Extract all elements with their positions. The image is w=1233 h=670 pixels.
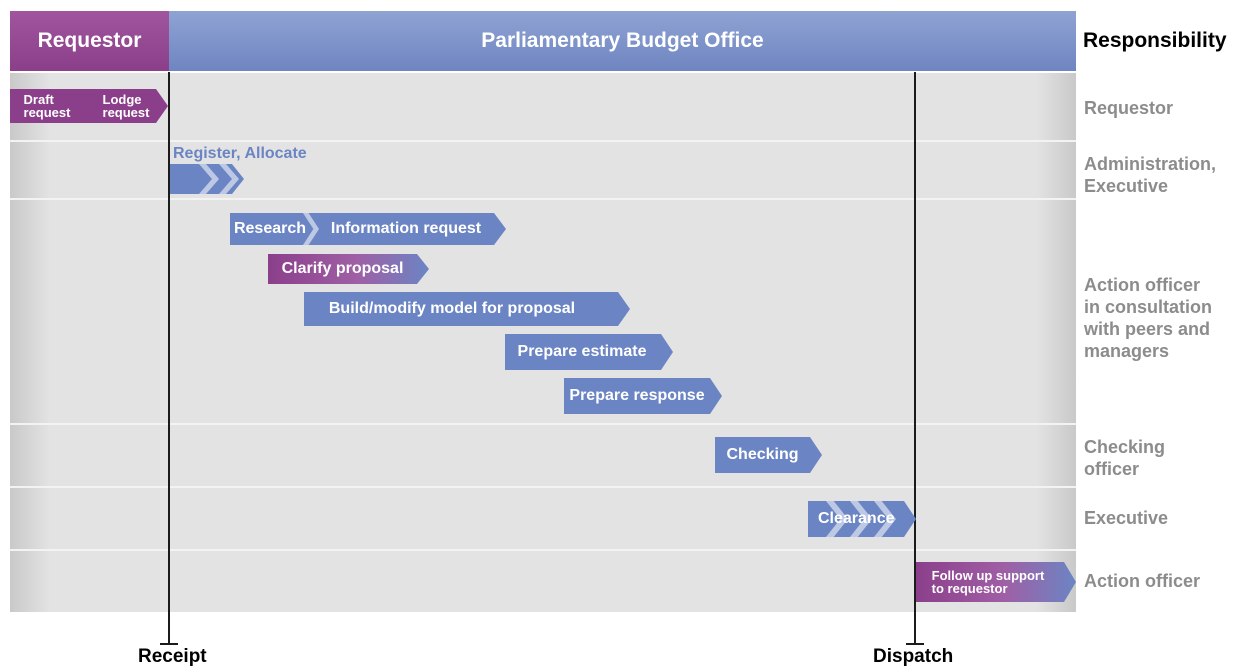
pbo-header: Parliamentary Budget Office: [169, 11, 1076, 71]
lane-divider: [10, 486, 1076, 488]
lane-divider: [10, 549, 1076, 551]
requestor-header: Requestor: [10, 11, 169, 71]
role-label-executive: Executive: [1084, 508, 1169, 528]
role-label-line: Checking: [1084, 437, 1166, 457]
step-checking-label: Checking: [726, 446, 799, 463]
role-label-line: managers: [1084, 341, 1170, 361]
step-checking: Checking: [715, 437, 822, 473]
receipt-line-cap: [160, 643, 178, 645]
step-follow-up-support: Follow up support to requestor: [916, 562, 1076, 602]
lane-divider: [10, 140, 1076, 142]
role-label-line: Action officer: [1084, 275, 1201, 295]
role-label-line: Executive: [1084, 176, 1169, 196]
step-lodge-request: Lodge request: [80, 89, 168, 123]
responsibility-header: Responsibility: [1083, 29, 1227, 52]
role-label-line: officer: [1084, 459, 1140, 479]
role-label-checking-officer: Checking officer: [1084, 436, 1165, 480]
step-build-model-label: Build/modify model for proposal: [328, 300, 576, 317]
dispatch-line-cap: [906, 643, 924, 645]
dispatch-line: [914, 72, 916, 644]
step-research: Research: [230, 213, 320, 245]
step-follow-up-support-label: Follow up support to requestor: [931, 568, 1045, 596]
step-clarify-proposal: Clarify proposal: [268, 254, 429, 284]
lane-divider: [10, 423, 1076, 425]
step-information-request-label: Information request: [330, 220, 482, 237]
receipt-line: [168, 72, 170, 644]
step-prepare-estimate: Prepare estimate: [505, 334, 673, 370]
role-label-line: Administration,: [1084, 154, 1217, 174]
role-label-action-officer: Action officer: [1084, 571, 1201, 591]
dispatch-label: Dispatch: [873, 646, 954, 667]
receipt-label: Receipt: [138, 646, 207, 667]
role-label-administration: Administration, Executive: [1084, 153, 1216, 197]
role-label-line: with peers and: [1084, 319, 1211, 339]
role-label-requestor: Requestor: [1084, 98, 1174, 118]
role-label-action-officer-consultation: Action officer in consultation with peers …: [1084, 274, 1212, 362]
step-prepare-response: Prepare response: [564, 378, 722, 414]
step-clearance-label: Clearance: [818, 510, 895, 527]
step-draft-request: Draft request: [10, 89, 92, 123]
requestor-header-label: Requestor: [37, 29, 142, 52]
step-lodge-request-label: Lodge request: [102, 92, 150, 120]
step-prepare-estimate-label: Prepare estimate: [517, 343, 647, 360]
step-draft-request-label: Draft request: [23, 92, 71, 120]
step-research-label: Research: [233, 220, 307, 237]
step-prepare-response-label: Prepare response: [569, 387, 705, 404]
step-clarify-proposal-label: Clarify proposal: [281, 260, 404, 277]
step-information-request: Information request: [306, 213, 506, 245]
pbo-header-label: Parliamentary Budget Office: [481, 29, 764, 52]
step-register-allocate-label: Register, Allocate: [173, 145, 307, 162]
lane-divider: [10, 198, 1076, 200]
role-label-line: in consultation: [1084, 297, 1212, 317]
step-build-model: Build/modify model for proposal: [304, 292, 630, 326]
